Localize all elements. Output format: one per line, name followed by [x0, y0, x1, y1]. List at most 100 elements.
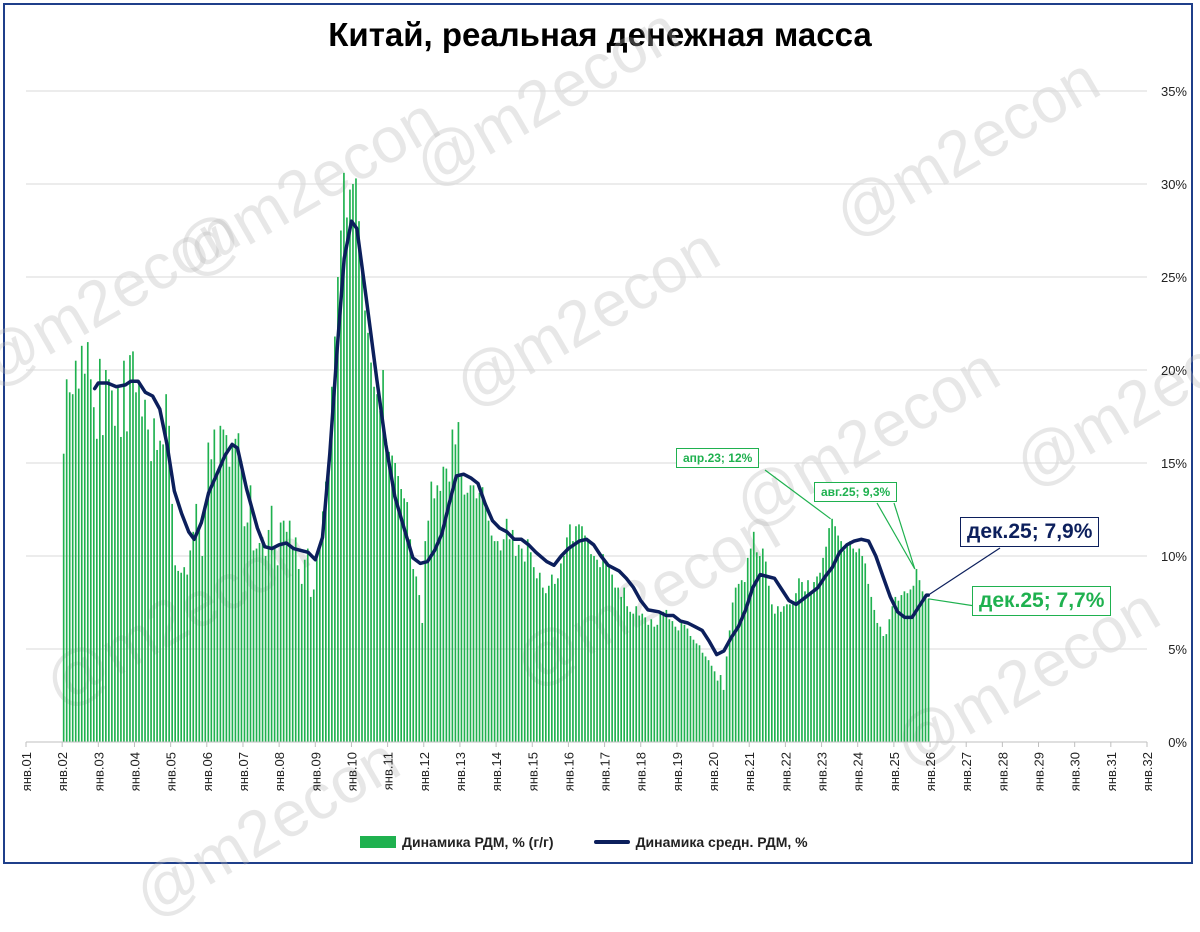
bar [427, 520, 430, 742]
bar [879, 626, 882, 742]
x-tick-label: янв.16 [561, 752, 576, 791]
bar [445, 468, 448, 742]
bar [786, 604, 788, 742]
bar [249, 485, 252, 742]
bar [517, 544, 520, 742]
bar [523, 561, 526, 742]
bar [843, 550, 845, 742]
y-tick-label: 30% [1161, 177, 1187, 192]
bar [599, 567, 601, 742]
bar [288, 520, 291, 742]
bar [605, 561, 607, 742]
bar [189, 550, 192, 742]
y-tick-label: 15% [1161, 456, 1187, 471]
bar [385, 438, 387, 742]
bar [713, 671, 716, 742]
bar [891, 606, 894, 742]
bar [906, 593, 909, 742]
bar [716, 680, 719, 742]
bar [186, 574, 189, 742]
bar [508, 539, 511, 742]
bar [352, 184, 354, 742]
bar [840, 541, 842, 742]
bar [463, 494, 466, 742]
bar [99, 358, 101, 742]
bar [924, 595, 927, 742]
bar [108, 379, 110, 742]
x-tick-label: янв.23 [815, 752, 830, 791]
bar [150, 461, 152, 742]
bar [62, 453, 65, 742]
x-tick-label: янв.06 [200, 752, 215, 791]
bar [767, 585, 770, 742]
bar [608, 567, 610, 742]
bar [620, 596, 622, 742]
bar [686, 628, 689, 742]
bar [632, 613, 635, 742]
bar [77, 388, 80, 742]
bar [144, 399, 146, 742]
bar [575, 526, 577, 742]
bar [89, 379, 92, 742]
bar [496, 541, 499, 742]
bar [367, 332, 369, 742]
bar [183, 567, 186, 742]
x-tick-label: янв.04 [127, 752, 142, 791]
callout-dec25-line: дек.25; 7,9% [960, 517, 1100, 547]
x-tick-label: янв.01 [19, 752, 34, 791]
bar [846, 544, 848, 742]
y-tick-label: 25% [1161, 270, 1187, 285]
bar [861, 556, 864, 742]
bar [454, 444, 457, 742]
bar [722, 689, 725, 742]
bar [373, 386, 375, 742]
bar [168, 425, 170, 742]
callout-leader [893, 502, 916, 570]
bar [243, 526, 246, 742]
bar [126, 431, 128, 742]
bar [882, 635, 885, 742]
x-tick-label: янв.17 [598, 752, 613, 791]
bar [318, 544, 321, 742]
bar [783, 606, 785, 742]
x-tick-label: янв.27 [959, 752, 974, 791]
bar [897, 600, 900, 742]
bar [692, 639, 695, 742]
bar [406, 502, 409, 742]
bar [394, 463, 396, 742]
bar [490, 535, 493, 742]
x-tick-label: янв.30 [1068, 752, 1083, 791]
bar [114, 425, 116, 742]
bar [737, 583, 740, 742]
bar [132, 351, 134, 742]
bar [505, 518, 508, 742]
bar [481, 487, 484, 742]
bar [252, 550, 255, 742]
bar [439, 490, 442, 742]
bar [297, 569, 300, 742]
bar [92, 407, 95, 742]
bar [665, 609, 668, 742]
bar [123, 360, 125, 742]
bar [825, 546, 827, 742]
bar [602, 554, 604, 742]
bar [273, 546, 276, 742]
bar [120, 436, 122, 742]
bar [927, 598, 930, 742]
bar [849, 541, 852, 742]
bar [436, 485, 439, 742]
bar [234, 438, 237, 742]
bar [626, 606, 629, 742]
bar [852, 548, 855, 742]
bar [159, 440, 161, 742]
bar [270, 505, 273, 742]
x-tick-label: янв.07 [236, 752, 251, 791]
y-tick-label: 5% [1168, 642, 1187, 657]
bar [343, 172, 345, 743]
bar [909, 589, 912, 742]
bar [331, 386, 333, 742]
x-tick-label: янв.14 [489, 752, 504, 791]
legend-item-line: Динамика средн. РДМ, % [593, 834, 808, 850]
bar [728, 630, 731, 742]
bar [662, 611, 665, 742]
